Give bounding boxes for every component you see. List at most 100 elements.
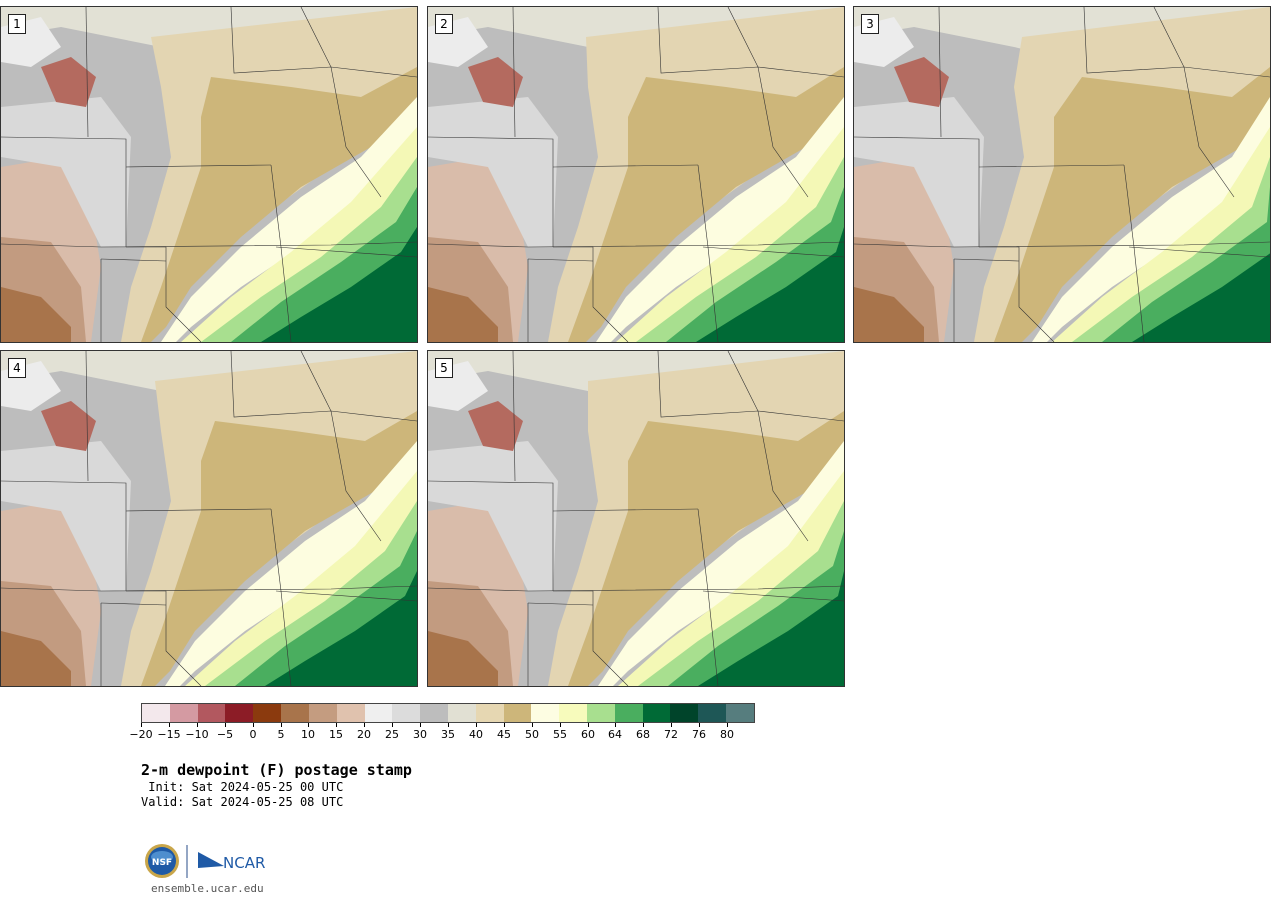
dewpoint-map [428, 351, 844, 686]
colorbar-tick-label: 80 [720, 728, 734, 741]
init-time: Init: Sat 2024-05-25 00 UTC [141, 780, 344, 794]
colorbar-swatch [336, 704, 365, 722]
member-panel-2: 2 [427, 6, 845, 343]
colorbar-tick-label: 45 [497, 728, 511, 741]
state-borders [428, 7, 844, 342]
cold-spot [468, 401, 523, 451]
nsf-ncar-logos: NSF NCAR [145, 844, 265, 878]
dark-tan-band [141, 67, 417, 342]
website-text: ensemble.ucar.edu [151, 882, 264, 895]
ncar-logo-icon: NCAR [198, 852, 265, 872]
colorbar-tick [225, 723, 226, 727]
cream-band [598, 441, 844, 686]
colorbar-tick-label: 5 [277, 728, 285, 741]
panel-number-label: 2 [435, 14, 453, 34]
colorbar-swatch [281, 704, 309, 722]
colorbar-swatch [364, 704, 393, 722]
colorbar-tick-label: 0 [249, 728, 257, 741]
dark-green-band [696, 227, 844, 342]
colorbar-tick [560, 723, 561, 727]
cold-spot [894, 57, 949, 107]
cold-spot [468, 57, 523, 107]
dark-tan-band [568, 411, 844, 686]
desert-band-3 [428, 631, 498, 686]
desert-band-3 [1, 631, 71, 686]
colorbar-tick-label: −5 [216, 728, 234, 741]
cream-band [596, 97, 844, 342]
colorbar-tick [448, 723, 449, 727]
colorbar-tick [671, 723, 672, 727]
dewpoint-map [1, 351, 417, 686]
light-gray-band [1, 441, 131, 591]
colorbar-swatch [698, 704, 727, 722]
panel-number-label: 5 [435, 358, 453, 378]
colorbar-swatch [614, 704, 643, 722]
dewpoint-colorbar [141, 703, 755, 723]
dark-tan-band [141, 411, 417, 686]
colorbar-swatch [142, 704, 170, 722]
desert-band-3 [854, 287, 924, 342]
colorbar-tick [588, 723, 589, 727]
colorbar-tick [141, 723, 142, 727]
colorbar-tick-label: 15 [329, 728, 343, 741]
colorbar-tick-label: 40 [469, 728, 483, 741]
dark-green-band [265, 571, 417, 686]
chart-title: 2-m dewpoint (F) postage stamp [141, 761, 412, 779]
dark-green-band [698, 571, 844, 686]
colorbar-tick-label: 25 [385, 728, 399, 741]
colorbar-tick-label: −15 [157, 728, 181, 741]
colorbar-ticks: −20 −15 −10 −5 0 5 10 15 20 25 30 35 40 45 50 55 60 64 68 7… [129, 723, 755, 743]
dark-green-band [261, 227, 417, 342]
state-borders [1, 7, 417, 342]
colorbar-tick [727, 723, 728, 727]
ncar-logo-text: NCAR [223, 854, 265, 872]
colorbar-tick [643, 723, 644, 727]
cold-spot [41, 401, 96, 451]
colorbar-tick [476, 723, 477, 727]
member-panel-5: 5 [427, 350, 845, 687]
colorbar-tick-label: 35 [441, 728, 455, 741]
colorbar-swatch [642, 704, 671, 722]
colorbar-tick [504, 723, 505, 727]
colorbar-swatch [225, 704, 254, 722]
nsf-logo-icon: NSF [145, 844, 179, 878]
colorbar-tick [532, 723, 533, 727]
colorbar-tick [308, 723, 309, 727]
colorbar-tick [392, 723, 393, 727]
colorbar-tick [336, 723, 337, 727]
colorbar-swatch [670, 704, 699, 722]
colorbar-tick-label: −10 [185, 728, 209, 741]
colorbar-tick [364, 723, 365, 727]
colorbar-tick-label: 64 [608, 728, 622, 741]
colorbar-swatch [503, 704, 532, 722]
member-panel-4: 4 [0, 350, 418, 687]
colorbar-swatch [169, 704, 198, 722]
colorbar-tick-label: 60 [581, 728, 595, 741]
colorbar-swatch [420, 704, 448, 722]
light-gray-band [428, 441, 558, 591]
colorbar-tick-label: 76 [692, 728, 706, 741]
cream-band [165, 441, 417, 686]
dewpoint-map [854, 7, 1270, 342]
colorbar-tick [699, 723, 700, 727]
panel-number-label: 1 [8, 14, 26, 34]
member-panel-1: 1 [0, 6, 418, 343]
member-panel-3: 3 [853, 6, 1271, 343]
colorbar-tick [197, 723, 198, 727]
colorbar-swatch [392, 704, 421, 722]
colorbar-swatch [559, 704, 587, 722]
colorbar-swatch [308, 704, 337, 722]
cream-band [161, 97, 417, 342]
colorbar-swatch [447, 704, 476, 722]
colorbar-tick-label: 68 [636, 728, 650, 741]
colorbar-tick [253, 723, 254, 727]
dark-green-band [1132, 227, 1270, 342]
dark-tan-band [994, 67, 1270, 342]
nsf-logo-text: NSF [152, 858, 172, 868]
dewpoint-map [1, 7, 417, 342]
desert-band-3 [1, 287, 71, 342]
valid-time: Valid: Sat 2024-05-25 08 UTC [141, 795, 344, 809]
light-gray-band [854, 97, 984, 247]
dewpoint-map [428, 7, 844, 342]
colorbar-tick-label: 10 [301, 728, 315, 741]
